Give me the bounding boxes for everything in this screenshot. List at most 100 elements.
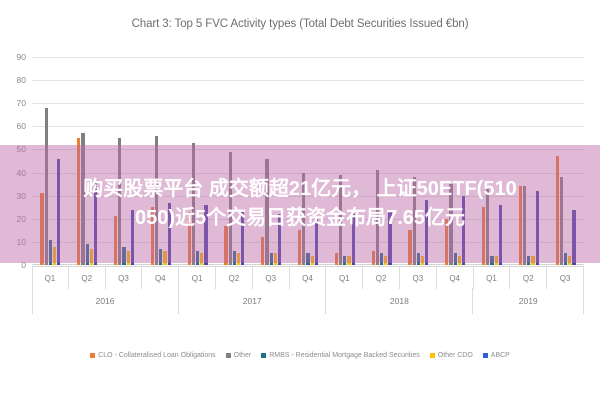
bar bbox=[314, 218, 318, 265]
quarter-tick-label: Q4 bbox=[142, 267, 180, 289]
bar-group bbox=[474, 57, 511, 265]
legend-item[interactable]: ABCP bbox=[482, 352, 510, 359]
bar bbox=[420, 255, 425, 265]
bar bbox=[150, 207, 154, 265]
bar bbox=[204, 204, 208, 265]
bar bbox=[486, 188, 490, 265]
bar-group bbox=[142, 57, 179, 265]
bars-layer bbox=[32, 57, 584, 265]
bar bbox=[269, 253, 273, 265]
quarter-axis: Q1 Q2 Q3 Q4 Q1 Q2 Q3 Q4 Q1 Q2 Q3 Q4 Q1 Q2 Q3 bbox=[32, 266, 584, 289]
bar-group bbox=[179, 57, 216, 265]
year-tick-label: 2016 bbox=[32, 288, 180, 314]
quarter-tick-label: Q1 bbox=[326, 267, 364, 289]
bar bbox=[535, 191, 539, 265]
bar bbox=[167, 202, 171, 265]
bar-group bbox=[32, 57, 69, 265]
bar bbox=[40, 193, 44, 265]
bar bbox=[48, 239, 52, 265]
bar bbox=[371, 251, 375, 265]
bar bbox=[163, 251, 167, 265]
bar bbox=[310, 255, 314, 265]
y-tick-label: 70 bbox=[16, 98, 26, 109]
quarter-tick-label: Q2 bbox=[216, 267, 253, 289]
bar-group bbox=[547, 57, 584, 265]
gridline bbox=[32, 195, 584, 197]
gridline bbox=[32, 172, 584, 174]
bar-group bbox=[106, 57, 143, 265]
bar bbox=[228, 151, 232, 265]
bar bbox=[298, 230, 302, 265]
bar bbox=[481, 207, 486, 265]
y-axis-ticks: 90 80 70 60 50 40 30 20 10 0 bbox=[0, 52, 30, 270]
bar-group bbox=[253, 57, 290, 265]
bar bbox=[449, 184, 453, 265]
legend-item[interactable]: Other bbox=[225, 352, 252, 359]
bar bbox=[130, 209, 134, 265]
y-tick-label: 0 bbox=[21, 260, 26, 270]
bar bbox=[572, 209, 576, 265]
bar bbox=[273, 253, 277, 265]
bar bbox=[527, 255, 531, 265]
bar bbox=[118, 137, 122, 265]
bar bbox=[187, 211, 191, 265]
bar-group bbox=[290, 57, 327, 265]
bar bbox=[302, 172, 306, 265]
bar-group bbox=[437, 57, 474, 265]
chart-title: Chart 3: Top 5 FVC Activity types (Total… bbox=[131, 18, 469, 30]
bar bbox=[338, 174, 343, 265]
bar bbox=[334, 253, 338, 265]
quarter-tick-label: Q3 bbox=[547, 267, 584, 289]
legend-item[interactable]: Other CDO bbox=[429, 352, 473, 359]
bar bbox=[52, 246, 57, 265]
gridline bbox=[32, 126, 584, 128]
bar bbox=[306, 253, 310, 265]
y-tick-label: 10 bbox=[16, 236, 26, 247]
year-tick-label: 2019 bbox=[473, 288, 585, 314]
bar bbox=[57, 158, 61, 265]
bar bbox=[232, 251, 236, 265]
bar bbox=[522, 186, 527, 265]
legend-item[interactable]: CLO - Collateralised Loan Obligations bbox=[90, 352, 216, 359]
quarter-tick-label: Q1 bbox=[474, 267, 511, 289]
bar bbox=[347, 255, 351, 265]
bar bbox=[412, 177, 416, 265]
gridline bbox=[32, 149, 584, 151]
quarter-tick-label: Q2 bbox=[69, 267, 106, 289]
bar bbox=[122, 246, 126, 265]
legend-label: Other bbox=[233, 352, 252, 359]
bar bbox=[44, 107, 48, 265]
y-tick-label: 50 bbox=[16, 144, 26, 155]
legend-swatch-icon bbox=[261, 353, 267, 358]
bar bbox=[563, 253, 568, 265]
bar bbox=[408, 230, 412, 265]
bar bbox=[195, 251, 200, 265]
quarter-tick-label: Q4 bbox=[290, 267, 327, 289]
bar bbox=[265, 158, 269, 265]
bar-group bbox=[363, 57, 400, 265]
legend-item[interactable]: RMBS - Residential Mortgage Backed Secur… bbox=[261, 352, 420, 359]
quarter-tick-label: Q4 bbox=[437, 267, 474, 289]
bar bbox=[351, 214, 355, 265]
bar-group bbox=[400, 57, 437, 265]
bar bbox=[498, 204, 502, 265]
bar-group bbox=[216, 57, 253, 265]
chart-legend: CLO - Collateralised Loan Obligations Oth… bbox=[0, 352, 600, 359]
gridline bbox=[32, 218, 584, 220]
year-axis: 2016 2017 2018 2019 bbox=[32, 288, 585, 314]
bar bbox=[494, 255, 498, 265]
bar bbox=[531, 255, 535, 265]
bar bbox=[200, 253, 204, 265]
bar-group bbox=[69, 57, 106, 265]
bar bbox=[555, 156, 559, 265]
bar bbox=[384, 255, 388, 265]
bar bbox=[191, 142, 195, 265]
legend-label: RMBS - Residential Mortgage Backed Secur… bbox=[269, 352, 420, 359]
bar bbox=[155, 135, 159, 265]
bar bbox=[379, 253, 384, 265]
y-tick-label: 20 bbox=[16, 213, 26, 224]
bar bbox=[461, 195, 466, 265]
bar bbox=[81, 133, 85, 265]
bar bbox=[518, 186, 522, 265]
bar-group bbox=[326, 57, 363, 265]
